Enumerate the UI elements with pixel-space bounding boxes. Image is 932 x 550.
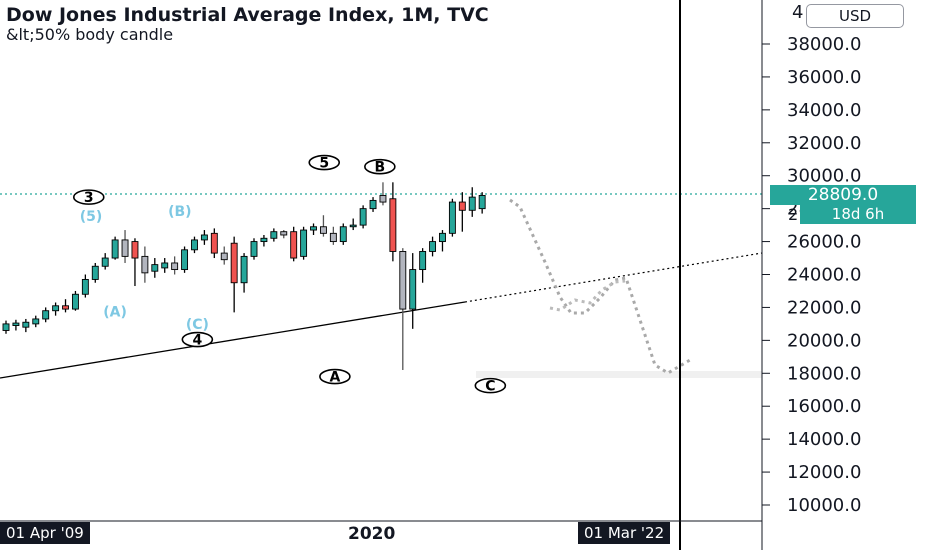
candle-body[interactable]: [389, 198, 397, 252]
time-tick-2020: 2020: [348, 524, 396, 544]
wave-label-text: 5: [319, 156, 329, 172]
candle-body[interactable]: [399, 250, 407, 310]
price-tick-top-partial: 4: [792, 2, 804, 23]
candle-body[interactable]: [121, 239, 129, 257]
price-axis[interactable]: 10000.0 12000.0 14000.0 16000.0 18000.0 20000…: [762, 34, 861, 516]
candle-body[interactable]: [191, 239, 198, 251]
price-tick-label: 32000.0: [787, 133, 861, 154]
candle-body[interactable]: [409, 269, 417, 310]
candle-body[interactable]: [468, 196, 476, 211]
price-tick-label: 12000.0: [787, 462, 861, 483]
candle-body[interactable]: [161, 262, 169, 269]
candle-body[interactable]: [319, 226, 327, 234]
wave-labels: 3 (5) (B) (A) (C)4 5 B A C: [72, 154, 507, 395]
projection-path[interactable]: [509, 198, 691, 375]
wave-label-text: 3: [84, 190, 94, 206]
time-crosshair-end-label: 01 Mar '22: [578, 522, 671, 544]
candle-body[interactable]: [220, 252, 228, 261]
wave-label-text: A: [329, 370, 340, 386]
wave-label-text: C: [485, 379, 495, 395]
wave-label-circle[interactable]: [474, 377, 507, 394]
wave-label-circle[interactable]: [364, 158, 396, 175]
price-tick-behind-countdown: 2: [788, 205, 799, 224]
candle-body[interactable]: [419, 250, 427, 271]
candle-body[interactable]: [429, 241, 437, 252]
candle-body[interactable]: [151, 264, 159, 272]
price-tick-label: 22000.0: [787, 297, 861, 318]
candle-body[interactable]: [71, 293, 79, 310]
chart-title: Dow Jones Industrial Average Index, 1M, …: [6, 4, 489, 26]
candle-body[interactable]: [260, 237, 268, 243]
candle-body[interactable]: [379, 195, 387, 203]
wave-label-text: B: [375, 160, 386, 176]
candle-body[interactable]: [240, 255, 248, 284]
support-trendline-extension[interactable]: [464, 252, 763, 303]
candle-body[interactable]: [458, 201, 466, 211]
candle-body[interactable]: [131, 241, 139, 259]
currency-button[interactable]: USD: [806, 4, 904, 28]
wave-label-circle[interactable]: [181, 331, 214, 348]
candle-body[interactable]: [270, 231, 278, 239]
candle-body[interactable]: [339, 226, 347, 243]
wave-label-circle[interactable]: [308, 154, 341, 171]
candle-body[interactable]: [439, 232, 446, 243]
target-zone[interactable]: [476, 371, 762, 378]
candle-body[interactable]: [250, 241, 258, 257]
candles: [2, 182, 486, 370]
candle-body[interactable]: [310, 226, 317, 231]
price-tick-label: 24000.0: [787, 265, 861, 286]
wave-label-text: 4: [192, 333, 202, 349]
price-tick-label: 16000.0: [787, 396, 861, 417]
candle-body[interactable]: [349, 224, 357, 228]
candle-body[interactable]: [329, 232, 337, 243]
candle-body[interactable]: [448, 201, 456, 234]
candle-body[interactable]: [171, 262, 179, 271]
chart-subtitle: &lt;50% body candle: [6, 25, 174, 44]
wave-label-text[interactable]: (A): [103, 305, 127, 321]
wave-label-circle[interactable]: [319, 368, 351, 385]
candle-body[interactable]: [181, 249, 189, 271]
price-tick-label: 34000.0: [787, 100, 861, 121]
candle-body[interactable]: [369, 199, 377, 210]
candle-body[interactable]: [22, 321, 30, 328]
price-tick-label: 26000.0: [787, 232, 861, 253]
price-tick-label: 20000.0: [787, 330, 861, 351]
price-tick-label: 36000.0: [787, 67, 861, 88]
candle-body[interactable]: [62, 305, 69, 310]
candle-body[interactable]: [91, 265, 99, 280]
wave-label-text[interactable]: (C): [186, 317, 209, 333]
candle-body[interactable]: [12, 322, 20, 326]
candle-body[interactable]: [290, 231, 298, 259]
wave-label-circle[interactable]: [72, 189, 105, 205]
price-tick-label: 18000.0: [787, 363, 861, 384]
candle-body[interactable]: [210, 232, 218, 254]
price-tick-label: 38000.0: [787, 34, 861, 55]
candle-body[interactable]: [230, 242, 238, 284]
projection-path-alt[interactable]: [549, 279, 626, 312]
bar-countdown: 18d 6h: [800, 205, 916, 224]
candle-body[interactable]: [478, 195, 486, 210]
candle-body[interactable]: [280, 231, 288, 236]
candle-body[interactable]: [81, 278, 89, 295]
price-tick-label: 14000.0: [787, 429, 861, 450]
candle-body[interactable]: [52, 305, 60, 312]
candle-body[interactable]: [32, 318, 40, 325]
candle-body[interactable]: [200, 234, 208, 241]
support-trendline[interactable]: [0, 301, 466, 379]
last-price-label: 28809.0: [770, 185, 916, 205]
candle-body[interactable]: [101, 257, 109, 267]
candle-body[interactable]: [300, 229, 308, 257]
candle-body[interactable]: [359, 208, 367, 226]
candle-body[interactable]: [141, 255, 149, 274]
time-crosshair-start-label: 01 Apr '09: [0, 522, 90, 544]
price-tick-label: 10000.0: [787, 495, 861, 516]
candle-body[interactable]: [2, 323, 10, 331]
wave-label-text[interactable]: (5): [80, 209, 103, 225]
wave-label-text[interactable]: (B): [168, 204, 191, 220]
price-tick-label: 30000.0: [787, 166, 861, 187]
candle-body[interactable]: [111, 239, 119, 259]
candle-body[interactable]: [42, 310, 50, 320]
